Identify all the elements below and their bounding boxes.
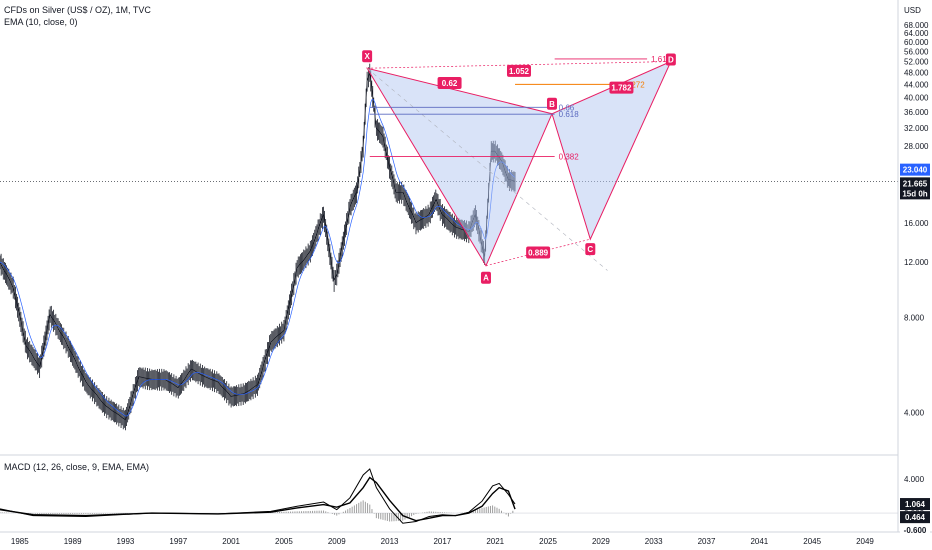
price-tick-label: 64.000 [904,29,929,38]
fib-level-label: 0.66 [559,103,575,112]
price-tick-label: 68.000 [904,21,929,30]
fib-level-label: 1.272 [625,80,646,89]
pattern-point-badge [480,271,491,284]
year-tick-label: 2013 [381,537,399,546]
pattern-ratio-label: 1.052 [509,67,530,76]
year-tick-label: 2017 [433,537,451,546]
pattern-point-badge [362,50,373,63]
price-tick-label: 4.000 [904,409,925,418]
pattern-ratio-badge [526,246,551,259]
price-tick-label: 32.000 [904,124,929,133]
price-tick-label: 60.000 [904,38,929,47]
year-tick-label: 2049 [856,537,874,546]
pattern-ratio-label: 0.62 [442,79,458,88]
year-tick-label: 1985 [11,537,29,546]
pattern-point-label: C [587,245,593,254]
price-tick-label: 56.000 [904,47,929,56]
year-tick-label: 2033 [645,537,663,546]
current-price-badge: 21.665 [903,179,928,188]
macd-pane[interactable] [0,468,898,524]
price-tick-label: 12.000 [904,258,929,267]
pattern-point-label: A [483,274,489,283]
year-tick-label: 1993 [117,537,135,546]
price-tick-label: 52.000 [904,58,929,67]
fib-level-label: 0.382 [559,152,580,161]
price-tick-label: 48.000 [904,68,929,77]
hist-value-badge-bg [900,524,930,537]
macd-value-badge-bg [900,498,930,511]
pattern-ratio-badge [609,81,634,94]
pattern-ratio-badge [437,77,462,90]
pattern-triangle-xab [366,67,553,267]
year-tick-label: 2045 [803,537,821,546]
price-tick-label: 16.000 [904,219,929,228]
pattern-ratio-label: 0.889 [528,248,549,257]
pattern-point-label: B [549,100,555,109]
pattern-ratio-badge [506,64,531,77]
year-tick-label: 2005 [275,537,293,546]
year-tick-label: 2021 [486,537,504,546]
pattern-xd-line [367,61,671,69]
macd-signal-line [0,476,516,522]
price-tick-label: 36.000 [904,108,929,117]
fib-level-label: 0.618 [559,110,580,119]
year-tick-label: 2025 [539,537,557,546]
year-tick-label: 1997 [169,537,187,546]
fib-level-label: 1.618 [651,55,672,64]
ema-line [0,98,516,417]
currency-label: USD [904,6,921,15]
chart-title: CFDs on Silver (US$ / OZ), 1M, TVC [4,5,151,15]
ema-indicator-label: EMA (10, close, 0) [4,17,78,27]
signal-value-badge: 0.464 [905,513,926,522]
countdown-badge: 15d 0h [902,189,927,198]
macd-indicator-label: MACD (12, 26, close, 9, EMA, EMA) [4,462,150,472]
macd-value-badge: 1.064 [905,500,926,509]
pattern-point-badge [547,97,558,110]
year-tick-label: 2001 [222,537,240,546]
year-tick-label: 2009 [328,537,346,546]
last-price-badge: 23.040 [903,166,928,175]
year-tick-label: 2037 [698,537,716,546]
year-tick-label: 1989 [64,537,82,546]
price-tick-label: 44.000 [904,80,929,89]
countdown-badge-bg [900,187,930,200]
pattern-point-label: X [364,52,370,61]
hist-value-badge: -0.600 [904,526,927,535]
current-price-badge-bg [900,177,930,190]
last-price-badge-bg [900,163,930,176]
price-tick-label: 40.000 [904,93,929,102]
pattern-point-badge [585,243,596,256]
pattern-ratio-label: 1.782 [611,84,632,93]
pattern-point-badge [665,53,676,66]
year-tick-label: 2041 [750,537,768,546]
signal-value-badge-bg [900,511,930,524]
year-tick-label: 2029 [592,537,610,546]
macd-tick-label: 4.000 [904,475,925,484]
pattern-point-label: D [668,56,674,65]
price-tick-label: 28.000 [904,142,929,151]
price-tick-label: 8.000 [904,314,925,323]
harmonic-pattern[interactable]: 1.618 1.272 0.660.618 0.382 X A B C D 1.052 0.62 1.… [362,50,676,284]
